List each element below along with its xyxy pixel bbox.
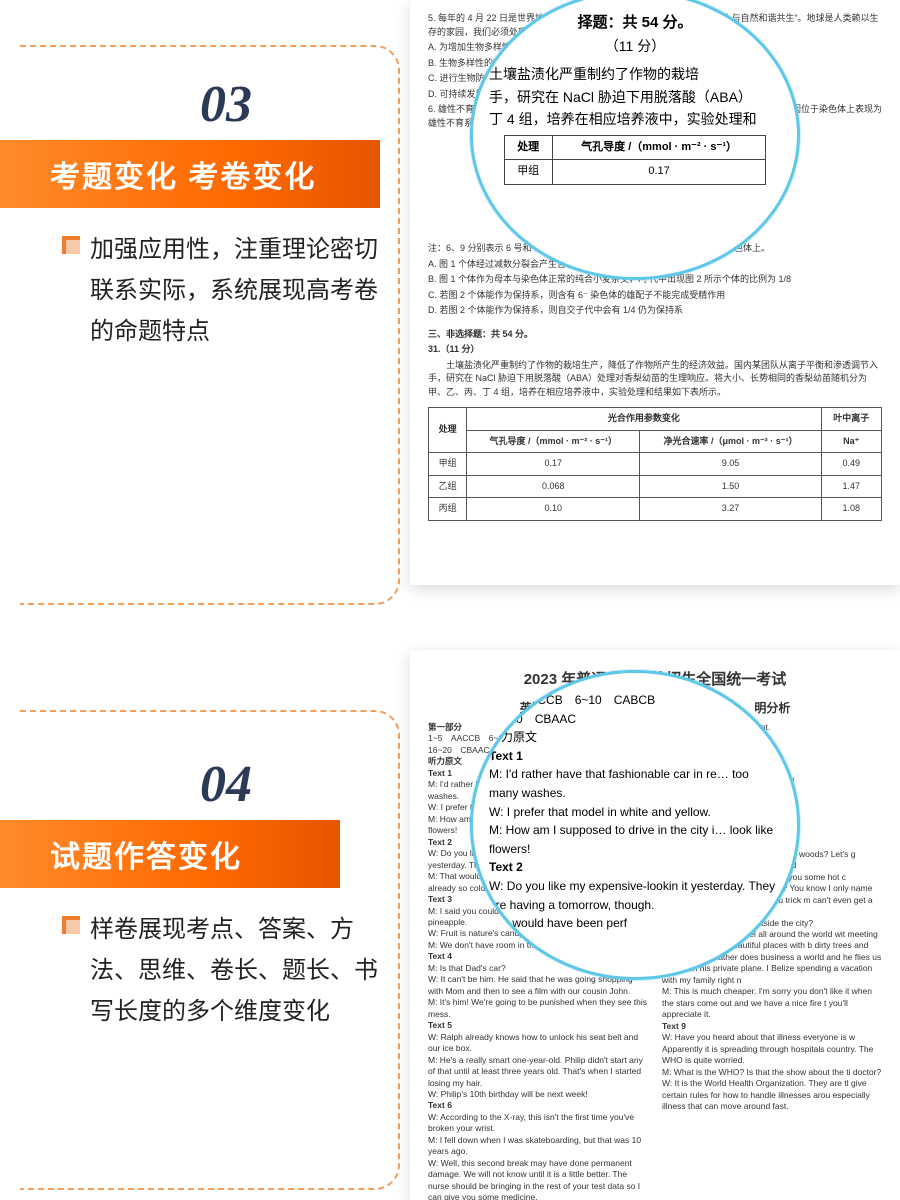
mag2-t2b: that would have been perf — [489, 914, 781, 933]
mag1-table: 处理气孔导度 /（mmol · m⁻² · s⁻¹） 甲组0.17 — [504, 135, 767, 185]
desc-04: 样卷展现考点、答案、方法、思维、卷长、题长、书写长度的多个维度变化 — [90, 910, 390, 1032]
banner-03: 考题变化 考卷变化 — [0, 140, 380, 208]
section-number-03: 03 — [200, 75, 252, 134]
tbl-c2: 净光合速率 /（μmol · m⁻² · s⁻¹） — [640, 430, 821, 453]
magnifier-1: 择题：共 54 分。 （11 分） 土壤盐渍化严重制约了作物的栽培 手，研究在 … — [470, 0, 800, 280]
q31-label: 31.（11 分） — [428, 343, 882, 357]
tbl-c3: Na⁺ — [821, 430, 881, 453]
mag2-t1b: W: I prefer that model in white and yell… — [489, 803, 781, 822]
banner-03-text: 考题变化 考卷变化 — [50, 161, 316, 194]
table-row: 乙组0.0681.501.47 — [429, 475, 882, 498]
mag2-t2a: W: Do you like my expensive-lookin it ye… — [489, 877, 781, 914]
mag1-l2: 手，研究在 NaCl 胁迫下用脱落酸（ABA） — [489, 86, 781, 108]
part3-heading: 三、非选择题：共 54 分。 — [428, 328, 882, 342]
tbl-h2: 叶中离子 — [821, 408, 881, 431]
table-row: 甲组0.179.050.49 — [429, 453, 882, 476]
tbl-c1: 气孔导度 /（mmol · m⁻² · s⁻¹） — [467, 430, 640, 453]
eng-sub-r: 明分析 — [754, 699, 790, 716]
section-number-04: 04 — [200, 755, 252, 814]
mag2-t1a: M: I'd rather have that fashionable car … — [489, 765, 781, 802]
mag1-l3: 丁 4 组，培养在相应培养液中，实验处理和 — [489, 108, 781, 130]
mag2-t1: Text 1 — [489, 749, 523, 763]
mag2-t1c: M: How am I supposed to drive in the cit… — [489, 821, 781, 858]
bio-opt-c: C. 若图 2 个体能作为保持系，则含有 6⁻ 染色体的雄配子不能完成受精作用 — [428, 289, 882, 303]
section-03: 03 考题变化 考卷变化 加强应用性，注重理论密切联系实际，系统展现高考卷的命题… — [0, 0, 900, 610]
bio-opt-d: D. 若图 2 个体能作为保持系，则自交子代中会有 1/4 仍为保持系 — [428, 304, 882, 318]
q31-para: 土壤盐渍化严重制约了作物的栽培生产，降低了作物所产生的经济效益。国内某团队从离子… — [428, 359, 882, 400]
mag1-sub: （11 分） — [489, 35, 781, 57]
mag2-t2: Text 2 — [489, 860, 523, 874]
mag2-l3: 听力原文 — [489, 728, 781, 747]
section-04: 04 试题作答变化 样卷展现考点、答案、方法、思维、卷长、题长、书写长度的多个维… — [0, 610, 900, 1200]
banner-04: 试题作答变化 — [0, 820, 340, 888]
tbl-h1: 光合作用参数变化 — [467, 408, 821, 431]
desc-03: 加强应用性，注重理论密切联系实际，系统展现高考卷的命题特点 — [90, 230, 390, 352]
bio-table: 处理 光合作用参数变化 叶中离子 气孔导度 /（mmol · m⁻² · s⁻¹… — [428, 407, 882, 521]
table-row: 丙组0.103.271.08 — [429, 498, 882, 521]
mag1-l1: 土壤盐渍化严重制约了作物的栽培 — [489, 63, 781, 85]
banner-04-text: 试题作答变化 — [50, 841, 242, 874]
magnifier-2: 1~5 AACCB 6~10 CABCB 16~20 CBAAC 听力原文 Te… — [470, 670, 800, 980]
mag2-l2: 16~20 CBAAC — [489, 710, 781, 729]
tbl-h0: 处理 — [429, 408, 467, 453]
